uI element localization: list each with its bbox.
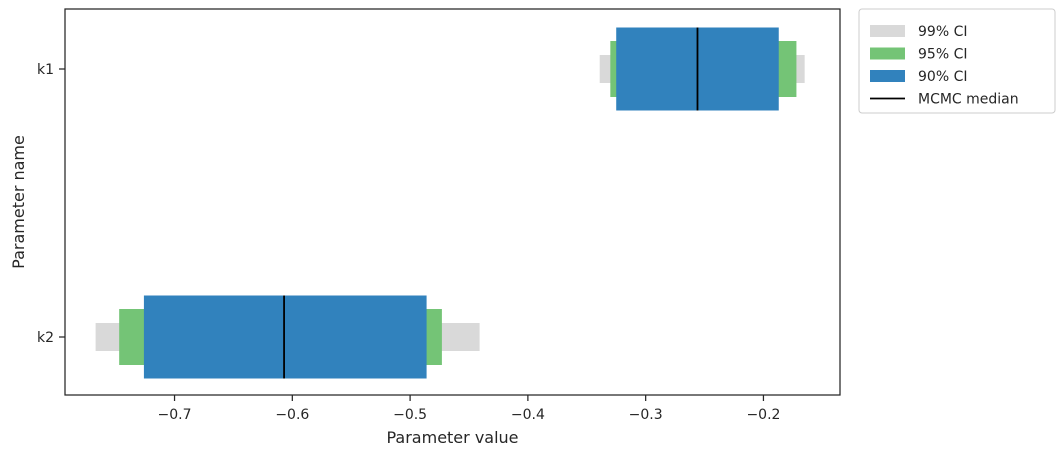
legend-swatch <box>870 70 905 82</box>
legend-swatch <box>870 47 905 60</box>
x-axis-label: Parameter value <box>386 428 518 447</box>
legend-label: 90% CI <box>918 69 967 85</box>
legend-label: 99% CI <box>918 24 967 40</box>
ci-bar-90-k2 <box>143 295 427 379</box>
y-tick-label-k1: k1 <box>37 62 54 78</box>
legend: 99% CI 95% CI 90% CI MCMC median <box>858 8 1056 114</box>
x-tick-label: −0.6 <box>275 407 309 423</box>
legend-label: 95% CI <box>918 47 967 63</box>
x-tick-label: −0.5 <box>393 407 427 423</box>
median-lines <box>283 27 699 379</box>
legend-label: MCMC median <box>918 92 1019 108</box>
x-tick-label: −0.7 <box>158 407 192 423</box>
legend-swatch <box>870 25 905 37</box>
x-tick-label: −0.2 <box>746 407 780 423</box>
y-axis: k1 k2 <box>37 62 65 346</box>
x-axis: −0.7 −0.6 −0.5 −0.4 −0.3 −0.2 <box>158 395 780 423</box>
y-axis-label: Parameter name <box>9 135 28 269</box>
legend-box <box>858 8 1056 114</box>
plot-frame <box>64 8 841 396</box>
x-tick-label: −0.4 <box>511 407 545 423</box>
x-tick-label: −0.3 <box>629 407 663 423</box>
y-tick-label-k2: k2 <box>37 330 54 346</box>
